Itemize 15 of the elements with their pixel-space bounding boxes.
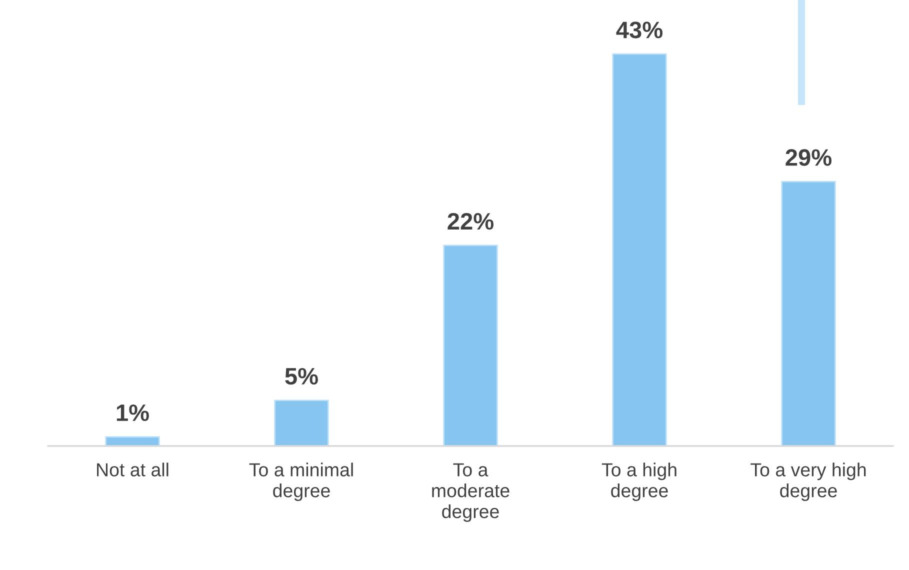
bar	[274, 400, 329, 446]
x-tick-label: To a minimal degree	[249, 462, 353, 502]
x-tick-label: Not at all	[97, 462, 168, 476]
data-label: 29%	[786, 149, 832, 166]
bar	[443, 244, 498, 446]
bar	[612, 53, 667, 446]
data-label: 5%	[285, 368, 318, 385]
x-tick-label: To a very high degree	[750, 462, 866, 502]
x-tick-label: To a moderate degree	[432, 463, 510, 522]
data-label: 1%	[116, 404, 149, 422]
data-label: 43%	[616, 22, 663, 38]
data-label: 22%	[448, 212, 494, 230]
bar	[105, 436, 160, 446]
x-tick-label: To a high degree	[602, 462, 676, 502]
bar	[781, 180, 836, 446]
